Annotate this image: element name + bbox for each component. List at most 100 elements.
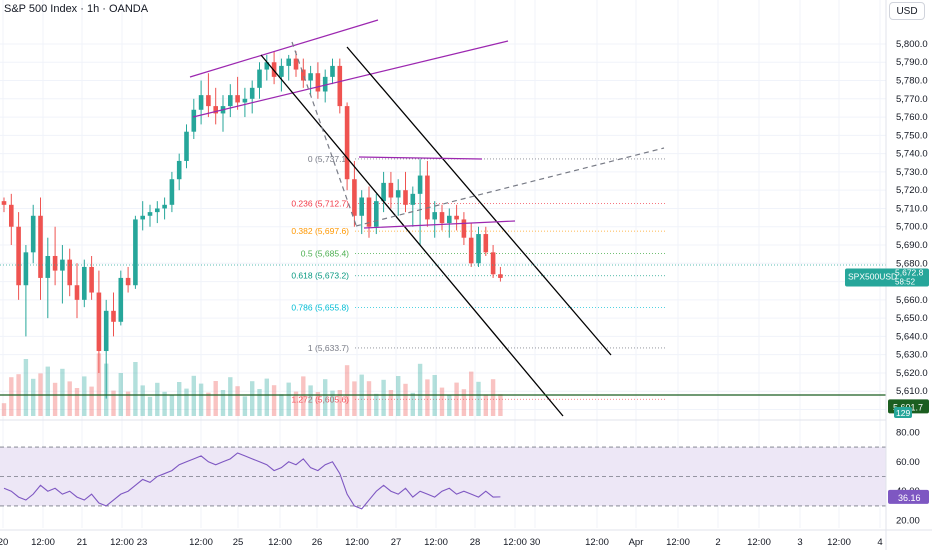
candle-body xyxy=(52,255,58,271)
candle-body xyxy=(82,266,87,300)
time-tick-label: 23 xyxy=(137,537,148,548)
time-axis[interactable]: 20 12:00 21 12:00 23 12:00 25 12:00 26 12:00 27 12:… xyxy=(0,529,932,548)
rsi-value-label: 36.16 xyxy=(898,493,921,503)
price-tick-label: 5,730.0 xyxy=(896,167,928,178)
price-tick-label: 5,760.0 xyxy=(896,112,928,123)
volume-bar xyxy=(425,379,430,416)
drawings[interactable] xyxy=(0,19,886,417)
rsi-pane[interactable] xyxy=(0,446,886,510)
candle-body xyxy=(286,58,291,66)
price-axis[interactable]: 5,800.0 5,790.0 5,780.0 5,770.0 5,760.0 5,750… xyxy=(885,0,928,550)
candle-body xyxy=(60,259,65,271)
volume-bar xyxy=(366,381,372,416)
volume-bar xyxy=(461,389,467,416)
time-tick-label: 2 xyxy=(715,537,720,548)
volume-bar xyxy=(403,383,408,416)
fib-level-label: 0.236 (5,712.7) xyxy=(291,199,349,209)
candle-body xyxy=(206,95,211,107)
candle-body xyxy=(395,190,401,198)
candle-body xyxy=(315,73,321,92)
candle-body xyxy=(191,109,197,132)
fibonacci-retracement[interactable]: 0 (5,737.1) 0.236 (5,712.7) 0.382 (5,697.6… xyxy=(291,154,667,404)
candle-body xyxy=(410,193,416,205)
candle-body xyxy=(483,234,489,253)
candle-body xyxy=(235,95,240,103)
candle-body xyxy=(9,204,14,227)
candle-body xyxy=(271,62,277,77)
price-tick-label: 5,700.0 xyxy=(896,222,928,233)
volume-bar xyxy=(337,390,342,416)
currency-button[interactable]: USD xyxy=(889,2,925,20)
candle-body xyxy=(103,310,109,352)
price-tick-label: 5,660.0 xyxy=(896,295,928,306)
volume-bar xyxy=(242,396,248,416)
downtrend-line-2[interactable] xyxy=(346,46,612,356)
candle-body xyxy=(432,212,437,220)
volume-bar xyxy=(293,391,299,416)
candle-body xyxy=(461,219,467,238)
candle-body xyxy=(147,212,153,216)
candle-body xyxy=(1,201,7,205)
time-tick-label: 12:00 xyxy=(31,537,55,548)
candle-body xyxy=(162,204,167,209)
candle-body xyxy=(279,65,284,77)
rectangle-bottom-line[interactable] xyxy=(363,220,516,229)
candle-body xyxy=(322,76,328,92)
candle-body xyxy=(388,182,394,198)
volume-bar xyxy=(206,392,211,416)
time-tick-label: 26 xyxy=(312,537,323,548)
downtrend-line-1[interactable] xyxy=(260,54,564,417)
volume-bar xyxy=(45,366,50,416)
price-tick-label: 5,750.0 xyxy=(896,130,928,141)
candle-body xyxy=(374,201,379,227)
time-tick-label: Apr xyxy=(629,537,644,548)
volume-bar xyxy=(1,403,7,416)
volume-bar xyxy=(469,371,474,416)
candle-body xyxy=(30,215,36,253)
fib-level-label: 1.272 (5,605.6) xyxy=(291,394,349,404)
volume-bar xyxy=(191,375,196,416)
volume-bar xyxy=(82,376,87,416)
volume-bars xyxy=(1,353,503,416)
volume-bar xyxy=(264,378,269,416)
lower-channel-line[interactable] xyxy=(192,40,509,118)
volume-bar xyxy=(410,392,415,416)
fib-level-label: 0.786 (5,655.8) xyxy=(291,303,349,313)
candle-body xyxy=(447,215,452,224)
volume-bar xyxy=(147,396,153,416)
candle-body xyxy=(439,212,445,224)
volume-bar xyxy=(133,362,138,416)
volume-bar xyxy=(323,379,328,416)
upper-channel-line[interactable] xyxy=(189,19,379,78)
dashed-rising-line[interactable] xyxy=(355,147,665,227)
rsi-tick-label: 20.00 xyxy=(896,516,920,527)
volume-bar xyxy=(140,385,145,416)
volume-bar xyxy=(271,385,277,416)
volume-badge-label: 129 xyxy=(896,408,910,418)
candle-body xyxy=(198,95,204,110)
fib-level-label: 0.5 (5,685.4) xyxy=(301,248,349,258)
candle-body xyxy=(242,98,248,103)
candle-body xyxy=(118,277,124,322)
price-tick-label: 5,640.0 xyxy=(896,331,928,342)
candle-body xyxy=(111,310,116,322)
volume-bar xyxy=(308,385,313,416)
volume-bar xyxy=(125,391,131,416)
candle-body xyxy=(169,179,175,205)
time-tick-label: 12:00 xyxy=(345,537,369,548)
volume-bar xyxy=(286,382,291,416)
time-tick-label: 3 xyxy=(797,537,802,548)
rsi-line xyxy=(3,452,501,510)
price-tick-label: 5,720.0 xyxy=(896,185,928,196)
fib-level-label: 0 (5,737.1) xyxy=(308,154,349,164)
candle-body xyxy=(89,266,94,293)
rectangle-top-line[interactable] xyxy=(358,156,483,160)
volume-bar xyxy=(23,359,29,416)
candle-body xyxy=(344,106,350,180)
volume-bar xyxy=(235,386,240,416)
time-tick-label: 12:00 xyxy=(268,537,292,548)
candle-body xyxy=(352,179,357,216)
volume-bar xyxy=(279,394,284,416)
volume-bar xyxy=(447,395,452,416)
